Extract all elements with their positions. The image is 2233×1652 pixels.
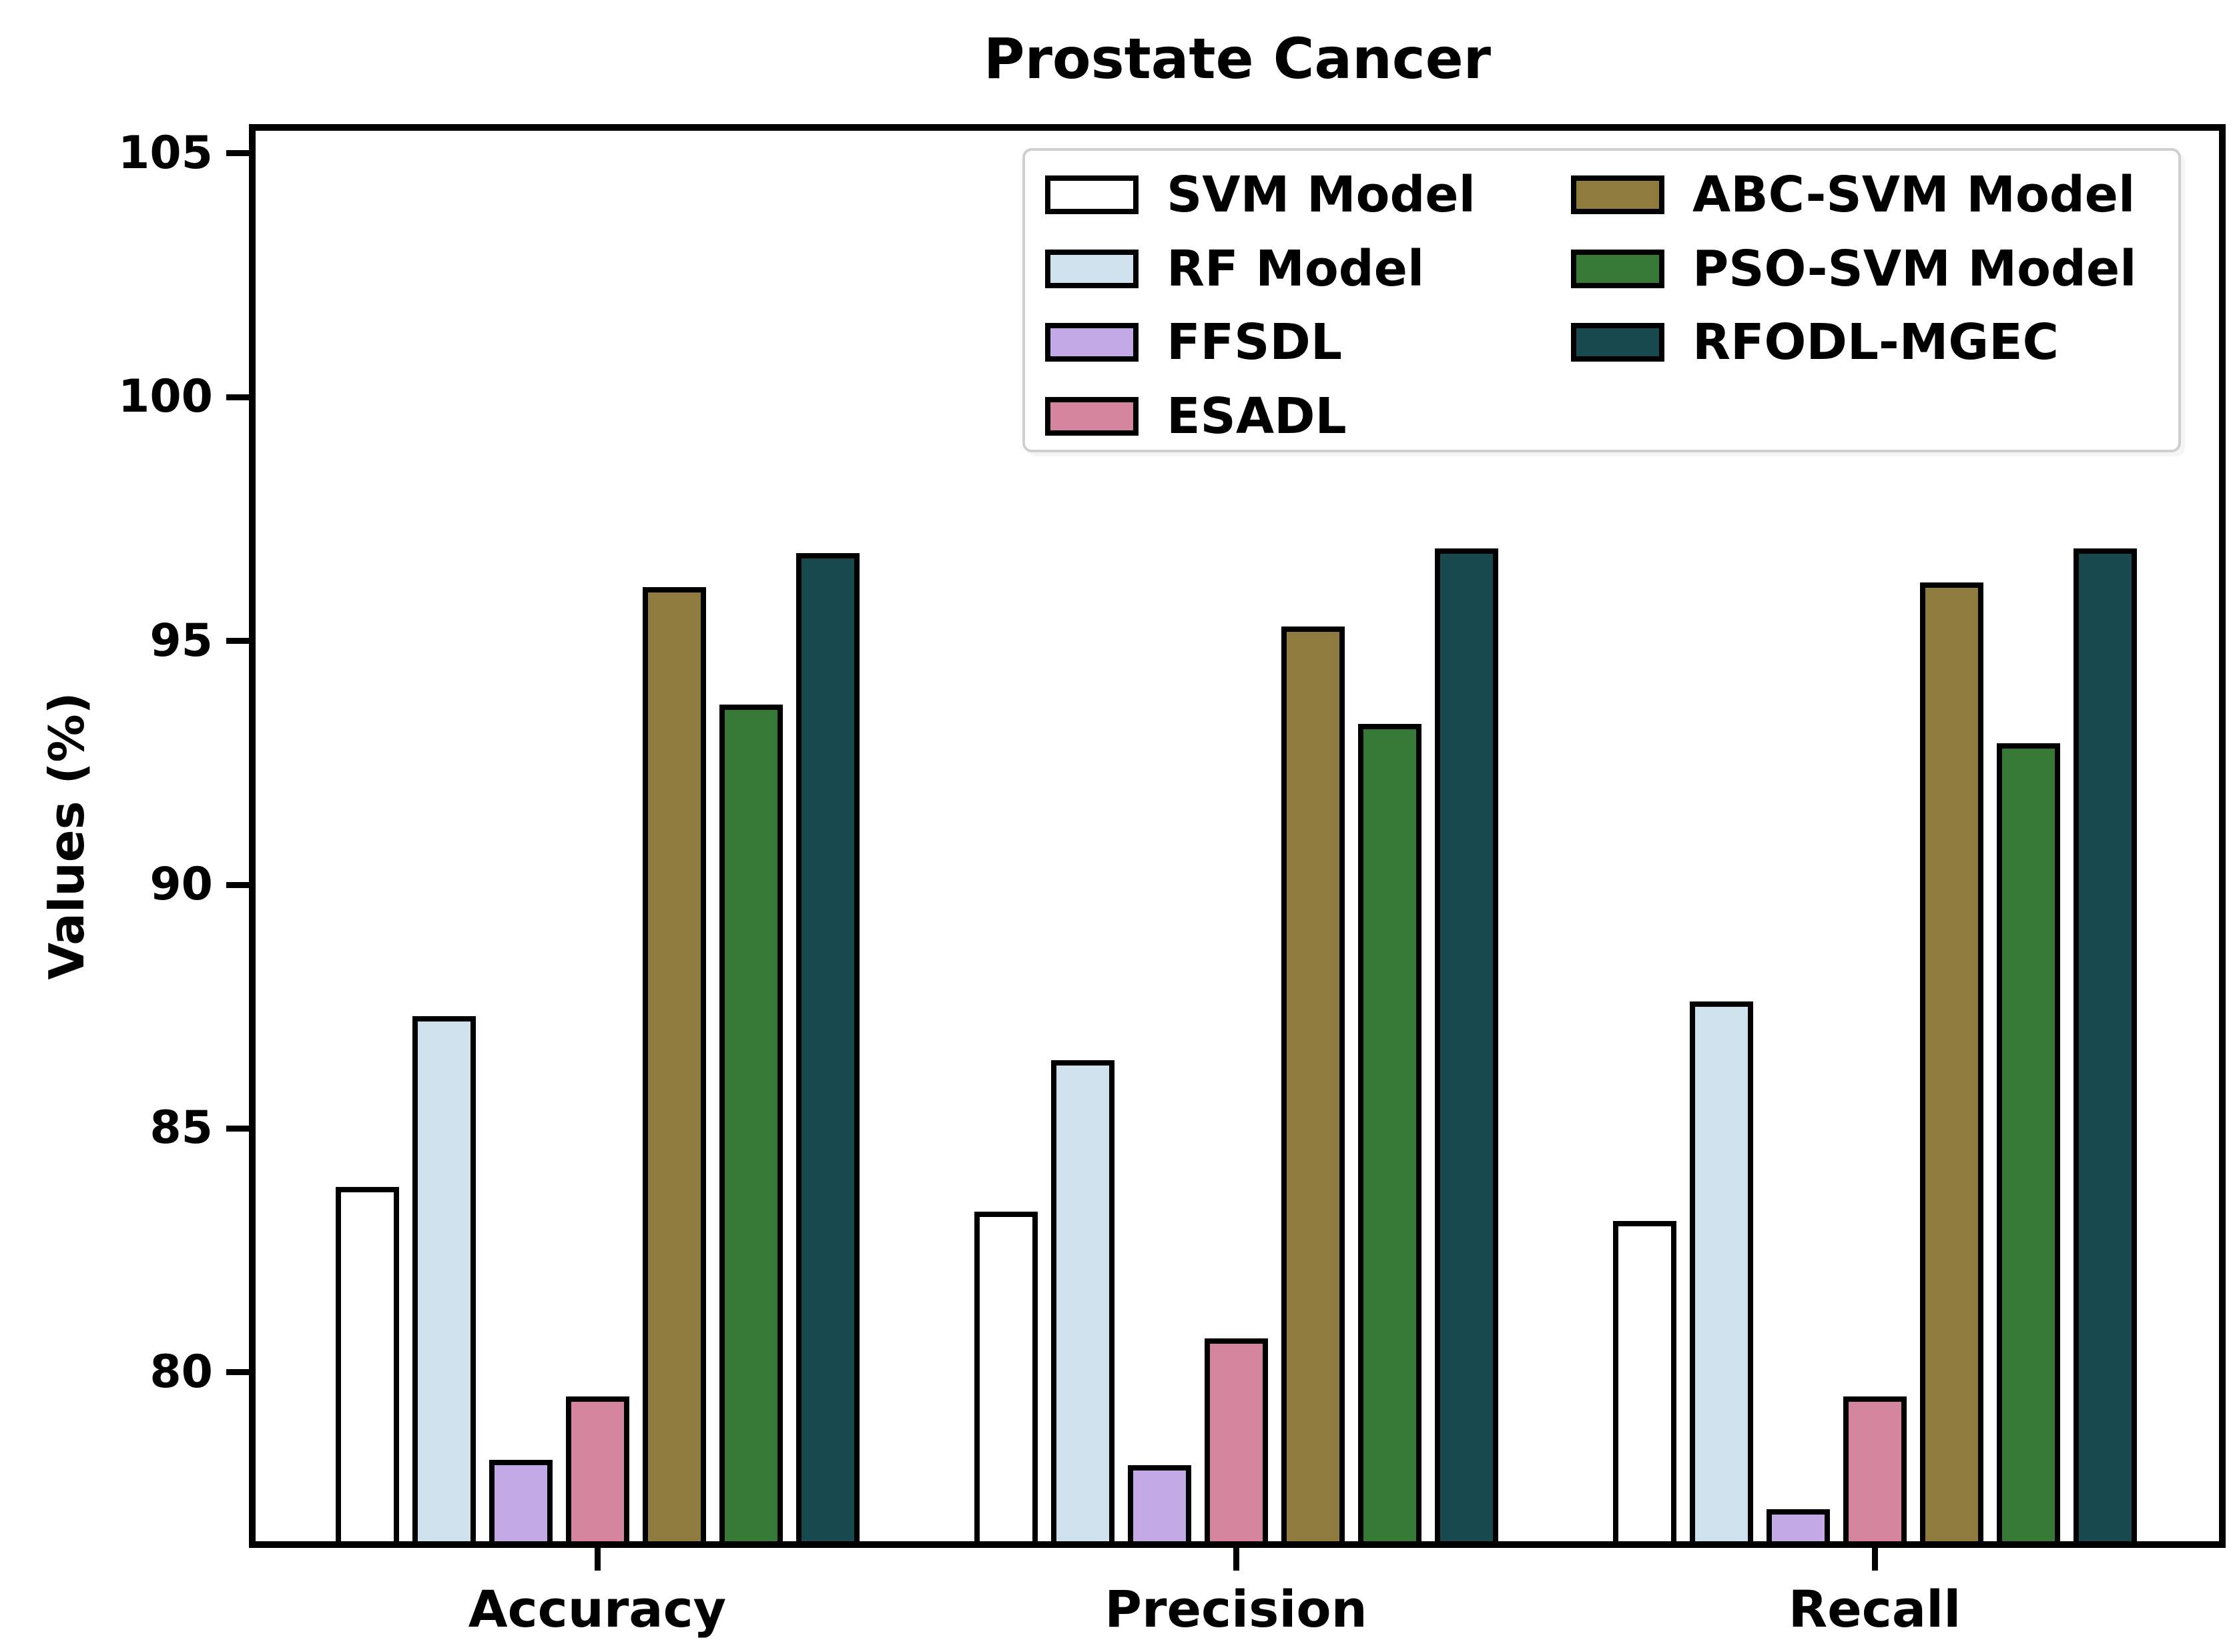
y-axis-label: Values (%) <box>39 692 95 980</box>
bar-ffsdl-accuracy <box>489 1460 553 1548</box>
legend-swatch-abc-svm-model <box>1571 175 1664 214</box>
bar-esadl-accuracy <box>565 1396 629 1548</box>
x-tick-mark-accuracy <box>594 1548 601 1571</box>
legend-label-pso-svm-model: PSO-SVM Model <box>1692 240 2137 298</box>
bar-svm-model-accuracy <box>335 1187 399 1548</box>
y-tick-mark-105 <box>226 150 249 157</box>
bar-pso-svm-model-accuracy <box>719 704 783 1548</box>
bar-ffsdl-recall <box>1766 1509 1830 1548</box>
legend-swatch-pso-svm-model <box>1571 249 1664 288</box>
bar-rf-model-precision <box>1050 1060 1114 1548</box>
bar-rfodl-mgec-recall <box>2073 548 2137 1548</box>
legend-label-ffsdl: FFSDL <box>1167 314 1342 371</box>
y-tick-label-105: 105 <box>118 126 213 179</box>
legend-label-svm-model: SVM Model <box>1167 166 1476 224</box>
bar-svm-model-recall <box>1612 1221 1676 1548</box>
x-tick-mark-precision <box>1233 1548 1239 1571</box>
legend-label-rfodl-mgec: RFODL-MGEC <box>1692 314 2059 371</box>
bar-abc-svm-model-recall <box>1919 582 1983 1548</box>
bar-svm-model-precision <box>974 1211 1038 1548</box>
y-tick-mark-80 <box>226 1369 249 1376</box>
x-tick-label-recall: Recall <box>1788 1579 1961 1639</box>
bar-rf-model-recall <box>1689 1001 1753 1548</box>
x-tick-mark-recall <box>1871 1548 1878 1571</box>
y-tick-label-95: 95 <box>149 614 213 667</box>
legend-swatch-ffsdl <box>1045 323 1139 362</box>
legend-swatch-svm-model <box>1045 175 1139 214</box>
y-tick-label-85: 85 <box>149 1102 213 1155</box>
bar-abc-svm-model-precision <box>1281 626 1345 1548</box>
bar-esadl-precision <box>1204 1338 1268 1548</box>
legend-swatch-rfodl-mgec <box>1571 323 1664 362</box>
legend-swatch-rf-model <box>1045 249 1139 288</box>
bar-rfodl-mgec-precision <box>1434 548 1498 1548</box>
bar-esadl-recall <box>1843 1396 1907 1548</box>
chart-title: Prostate Cancer <box>983 26 1492 91</box>
legend-swatch-esadl <box>1045 396 1139 436</box>
bar-rf-model-accuracy <box>412 1016 476 1548</box>
bar-rfodl-mgec-accuracy <box>795 553 860 1548</box>
x-tick-label-accuracy: Accuracy <box>468 1579 727 1639</box>
bar-pso-svm-model-precision <box>1357 723 1421 1548</box>
legend-label-esadl: ESADL <box>1167 387 1347 445</box>
bar-ffsdl-precision <box>1127 1465 1191 1548</box>
y-tick-label-100: 100 <box>118 370 213 424</box>
y-tick-mark-90 <box>226 881 249 888</box>
y-tick-label-80: 80 <box>149 1345 213 1398</box>
x-tick-label-precision: Precision <box>1104 1579 1367 1639</box>
y-tick-mark-100 <box>226 394 249 400</box>
y-tick-mark-85 <box>226 1125 249 1132</box>
bar-abc-svm-model-accuracy <box>642 587 706 1548</box>
legend: SVM Model RF Model FFSDL ESADL ABC-SVM Model… <box>1022 148 2181 452</box>
y-tick-label-90: 90 <box>149 858 213 911</box>
legend-label-rf-model: RF Model <box>1167 240 1425 298</box>
bar-pso-svm-model-recall <box>1996 743 2060 1548</box>
legend-label-abc-svm-model: ABC-SVM Model <box>1692 166 2136 224</box>
y-tick-mark-95 <box>226 638 249 645</box>
